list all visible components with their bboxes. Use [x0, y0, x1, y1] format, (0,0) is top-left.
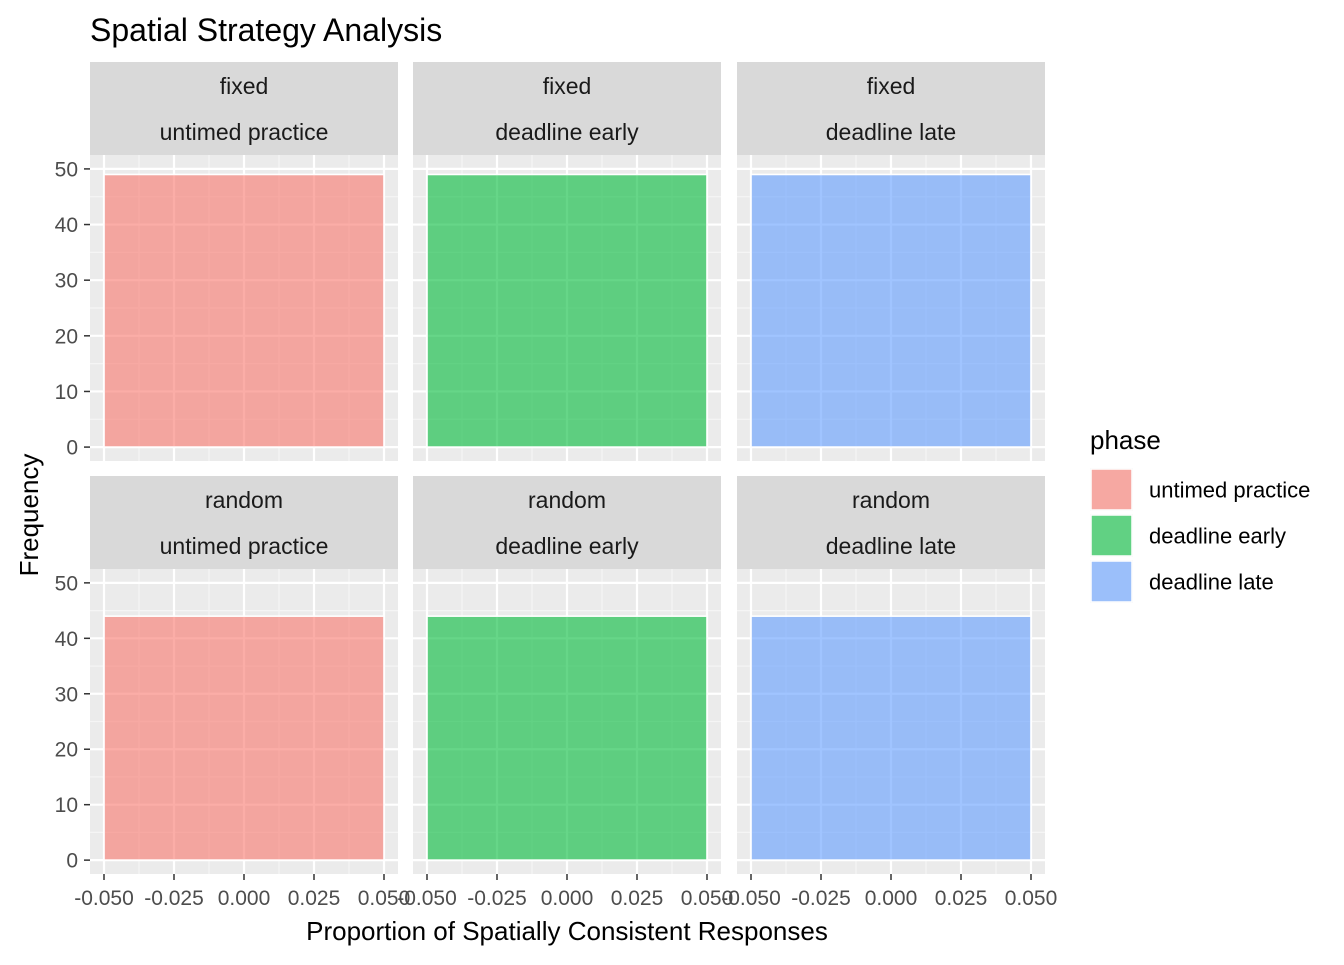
facet-strip-row-label: fixed: [543, 73, 592, 99]
panel-random-deadline-early: random deadline early -0.050 -0.025 0.000 0.0…: [397, 476, 733, 910]
legend-title: phase: [1090, 425, 1161, 455]
y-tick-label: 10: [55, 381, 78, 404]
facet-strip-row-label: fixed: [867, 73, 916, 99]
legend-key-swatch: [1090, 468, 1133, 511]
facet-strip-row-label: random: [528, 487, 606, 513]
y-tick-label: 30: [55, 270, 78, 293]
y-tick-label: 50: [55, 158, 78, 181]
x-tick-label: -0.025: [467, 887, 527, 910]
facet-strip-col-label: deadline late: [826, 119, 956, 145]
y-tick-label: 20: [55, 325, 78, 348]
x-tick-label: 0.000: [218, 887, 271, 910]
panels-layer: fixed untimed practice 0 10 20 30 40 50 fixed dea…: [55, 62, 1057, 910]
x-tick-label: 0.025: [935, 887, 988, 910]
facet-strip-row-label: random: [205, 487, 283, 513]
legend-item-deadline-early: deadline early: [1090, 514, 1286, 557]
histogram-bar: [426, 173, 708, 448]
legend-label: deadline late: [1149, 570, 1274, 595]
y-tick-label: 10: [55, 794, 78, 817]
x-tick-label: -0.025: [791, 887, 851, 910]
y-tick-label: 40: [55, 628, 78, 651]
x-tick-label: -0.050: [74, 887, 134, 910]
histogram-bar: [103, 173, 385, 448]
y-tick-label: 0: [66, 437, 78, 460]
x-tick-label: 0.025: [611, 887, 664, 910]
x-tick-label: -0.025: [144, 887, 204, 910]
histogram-bar: [750, 615, 1032, 861]
facet-strip-col-label: untimed practice: [160, 119, 329, 145]
y-tick-label: 40: [55, 214, 78, 237]
legend-label: deadline early: [1149, 524, 1286, 549]
legend-label: untimed practice: [1149, 478, 1310, 503]
facet-strip: [737, 62, 1045, 155]
facet-strip-col-label: untimed practice: [160, 533, 329, 559]
panel-random-untimed-practice: random untimed practice 0 10 20 30 40 50 -0.050-…: [55, 476, 411, 910]
histogram-bar: [750, 173, 1032, 448]
y-tick-label: 30: [55, 683, 78, 706]
facet-strip-row-label: random: [852, 487, 930, 513]
legend: phase untimed practice deadline early dead…: [1090, 425, 1310, 603]
legend-item-deadline-late: deadline late: [1090, 560, 1274, 603]
y-axis-title: Frequency: [14, 454, 44, 577]
facet-strip: [737, 476, 1045, 569]
facet-strip-col-label: deadline early: [495, 533, 639, 559]
facet-strip: [413, 62, 721, 155]
histogram-bar: [426, 615, 708, 861]
y-tick-label: 0: [66, 850, 78, 873]
legend-key-swatch: [1090, 514, 1133, 557]
y-tick-label: 50: [55, 572, 78, 595]
facet-strip-col-label: deadline late: [826, 533, 956, 559]
x-axis-title: Proportion of Spatially Consistent Respo…: [306, 916, 828, 946]
x-tick-label: -0.050: [397, 887, 457, 910]
x-tick-label: 0.025: [288, 887, 341, 910]
legend-key-swatch: [1090, 560, 1133, 603]
y-tick-label: 20: [55, 739, 78, 762]
panel-fixed-deadline-early: fixed deadline early: [413, 62, 721, 461]
histogram-bar: [103, 615, 385, 861]
x-tick-label: 0.050: [358, 887, 411, 910]
x-tick-label: 0.000: [865, 887, 918, 910]
facet-strip: [90, 62, 398, 155]
x-tick-label: 0.050: [681, 887, 734, 910]
panel-fixed-untimed-practice: fixed untimed practice 0 10 20 30 40 50: [55, 62, 398, 461]
x-tick-label: 0.050: [1005, 887, 1058, 910]
facet-strip-row-label: fixed: [220, 73, 269, 99]
facet-strip: [413, 476, 721, 569]
facet-strip: [90, 476, 398, 569]
legend-item-untimed-practice: untimed practice: [1090, 468, 1310, 511]
x-tick-label: -0.050: [721, 887, 781, 910]
chart-title: Spatial Strategy Analysis: [90, 12, 442, 48]
facet-strip-col-label: deadline early: [495, 119, 639, 145]
x-tick-label: 0.000: [541, 887, 594, 910]
panel-random-deadline-late: random deadline late -0.050 -0.025 0.000 0.02…: [721, 476, 1057, 910]
panel-fixed-deadline-late: fixed deadline late: [737, 62, 1045, 461]
